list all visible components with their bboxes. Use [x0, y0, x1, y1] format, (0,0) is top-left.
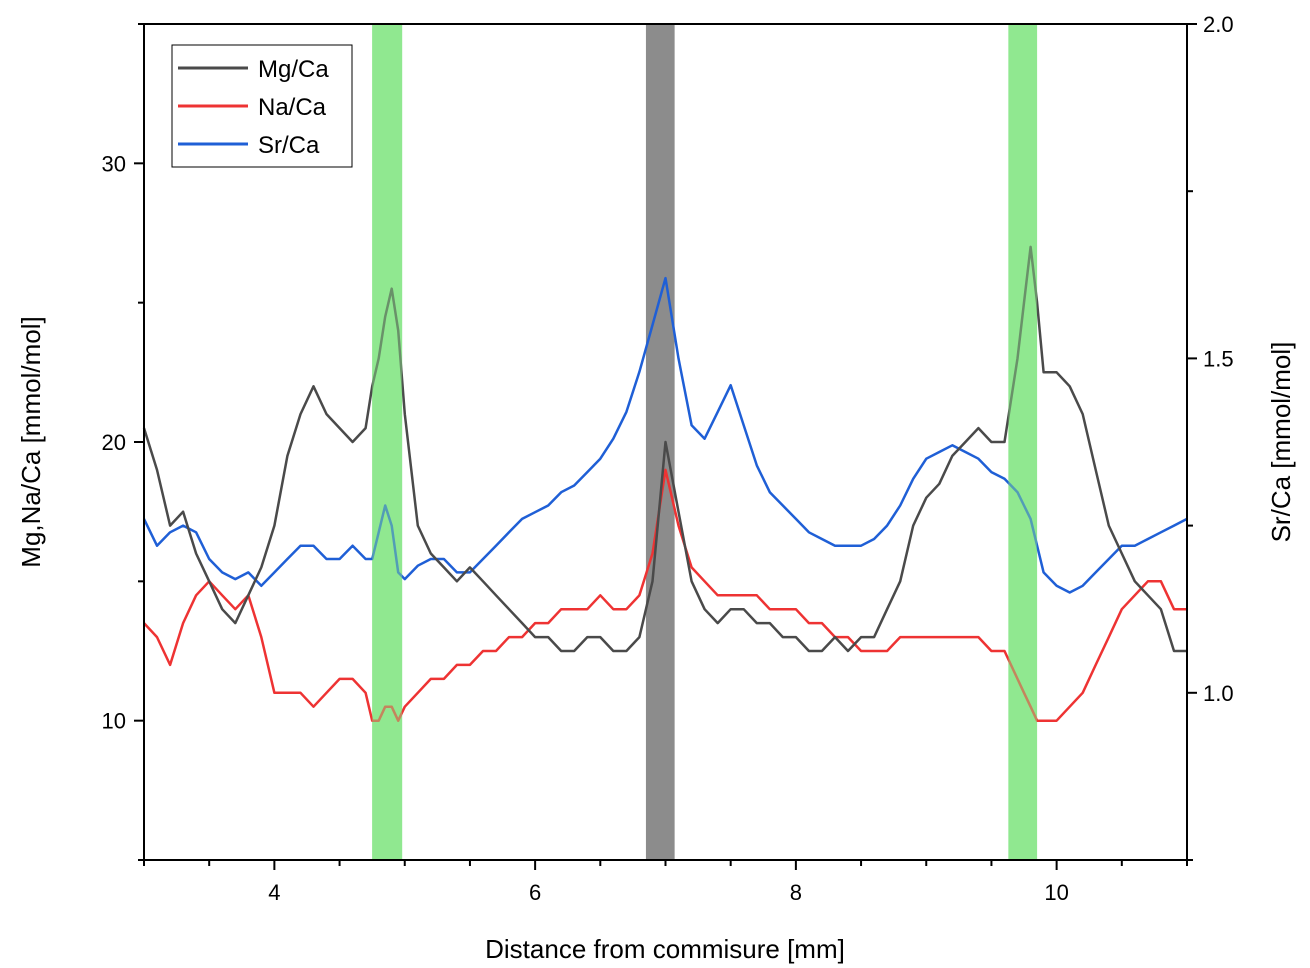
y-left-tick-label: 10: [102, 709, 126, 734]
x-axis-title: Distance from commisure [mm]: [485, 934, 845, 964]
legend-label-mg-ca: Mg/Ca: [258, 56, 329, 83]
x-tick-label: 10: [1044, 880, 1068, 905]
highlight-band-1: [645, 24, 675, 860]
y-right-axis-ticks: 1.0 1.5 2.0: [1187, 12, 1234, 861]
legend-label-sr-ca: Sr/Ca: [258, 132, 320, 159]
x-tick-label: 4: [268, 880, 280, 905]
y-right-tick-label: 2.0: [1203, 12, 1234, 37]
x-axis-ticks: 4 6 8 10: [143, 860, 1188, 905]
y-left-axis-title: Mg,Na/Ca [mmol/mol]: [16, 316, 46, 567]
x-tick-label: 8: [790, 880, 802, 905]
y-right-tick-label: 1.5: [1203, 346, 1234, 371]
series-line-sr-ca: [142, 276, 1188, 594]
y-right-tick-label: 1.0: [1203, 681, 1234, 706]
y-left-tick-label: 20: [102, 430, 126, 455]
data-series: [142, 24, 1188, 860]
y-left-axis-ticks: 10 20 30: [102, 23, 144, 861]
legend-label-na-ca: Na/Ca: [258, 94, 327, 121]
highlight-band-overlay-0: [372, 24, 403, 860]
legend: Mg/Ca Na/Ca Sr/Ca: [171, 44, 353, 168]
x-tick-label: 6: [529, 880, 541, 905]
highlight-band-2: [1008, 24, 1038, 860]
y-left-tick-label: 30: [102, 151, 126, 176]
series-line-mg-ca: [142, 245, 1187, 653]
highlight-band-overlay-2: [1008, 24, 1038, 860]
highlight-bands: [372, 24, 1038, 860]
y-right-axis-title: Sr/Ca [mmol/mol]: [1266, 342, 1296, 543]
